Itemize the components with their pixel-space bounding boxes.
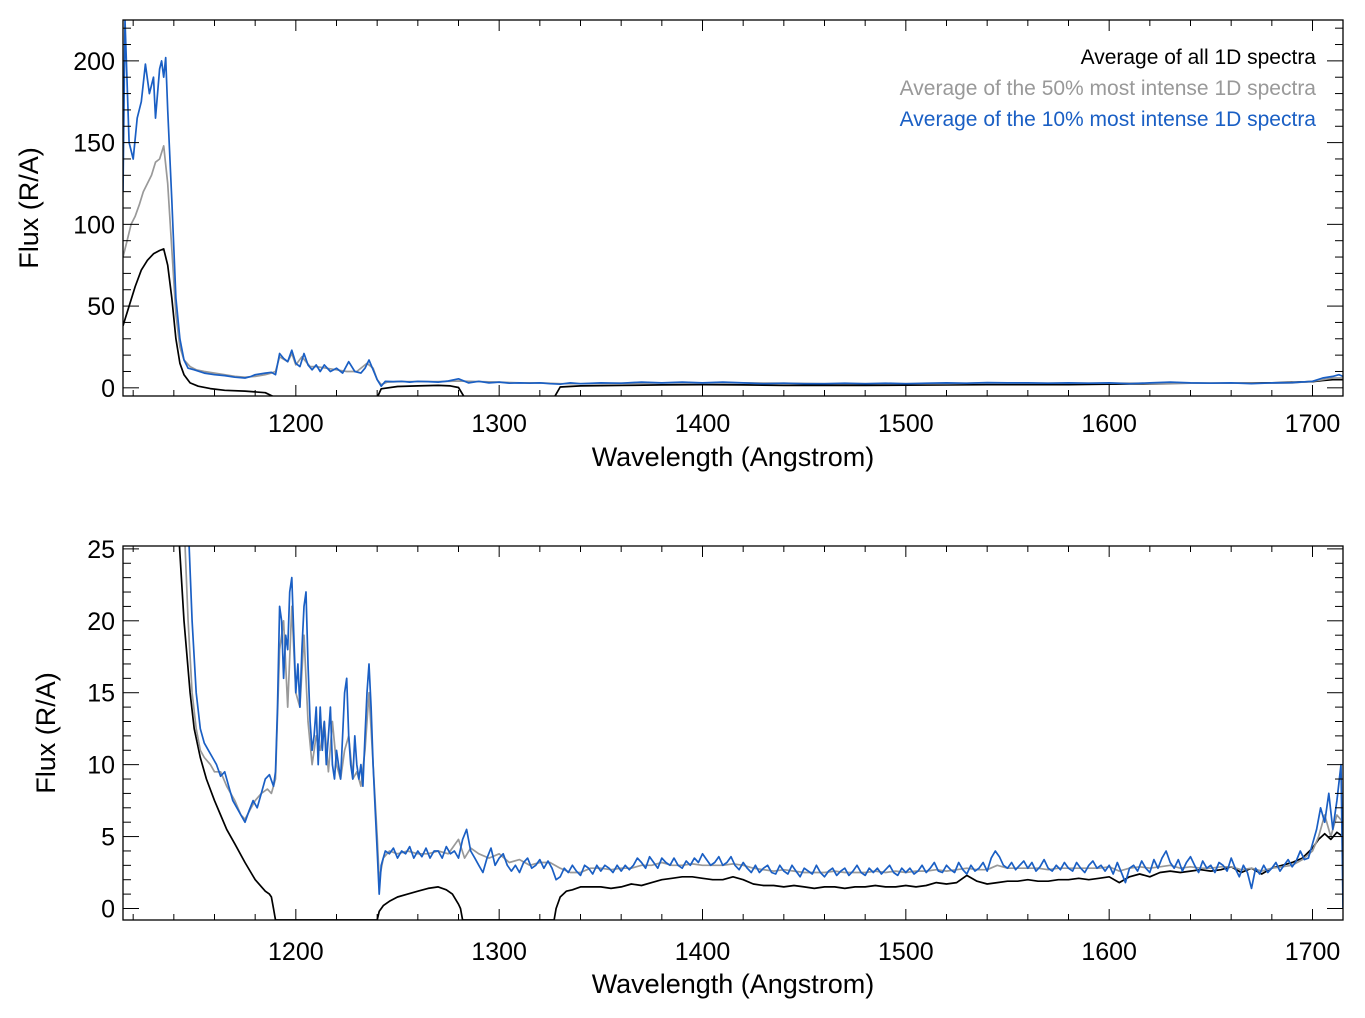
x-tick-label: 1400 (675, 938, 731, 966)
top-plot-frame (122, 19, 1344, 397)
bottom-x-axis-title: Wavelength (Angstrom) (592, 969, 875, 999)
top-x-axis-ticks: 1200 1300 1400 1500 1600 1700 (132, 20, 1341, 438)
series-line-all (123, 248, 1343, 396)
x-tick-label: 1600 (1081, 410, 1137, 438)
bottom-series-layer (178, 546, 1343, 920)
x-tick-label: 1400 (675, 410, 731, 438)
x-tick-label: 1300 (471, 938, 527, 966)
legend-entry-10pct: Average of the 10% most intense 1D spect… (900, 108, 1317, 131)
bottom-y-axis-title: Flux (R/A) (31, 672, 61, 794)
series-line-p10 (188, 546, 1343, 909)
y-tick-label: 0 (101, 375, 115, 403)
y-tick-label: 100 (73, 211, 115, 239)
x-tick-label: 1200 (268, 410, 324, 438)
x-tick-label: 1200 (268, 938, 324, 966)
legend-entry-all: Average of all 1D spectra (1081, 46, 1317, 69)
bottom-panel: 1200 1300 1400 1500 1600 1700 0 5 10 15 20 25 Wave… (31, 536, 1344, 999)
x-tick-label: 1600 (1081, 938, 1137, 966)
top-y-axis-ticks: 0 50 100 150 200 (73, 27, 1343, 403)
legend: Average of all 1D spectra Average of the… (900, 46, 1317, 131)
x-tick-label: 1500 (878, 410, 934, 438)
legend-entry-50pct: Average of the 50% most intense 1D spect… (900, 77, 1317, 100)
y-tick-label: 25 (87, 536, 115, 564)
series-line-p50 (123, 145, 1343, 386)
top-panel: 1200 1300 1400 1500 1600 1700 0 50 100 150 200 Wa… (14, 19, 1344, 472)
series-line-p50 (184, 546, 1343, 881)
x-tick-label: 1700 (1285, 410, 1341, 438)
x-tick-label: 1700 (1285, 938, 1341, 966)
series-line-p10 (123, 20, 1343, 388)
bottom-x-axis-ticks: 1200 1300 1400 1500 1600 1700 (132, 546, 1341, 966)
y-tick-label: 10 (87, 752, 115, 780)
series-line-all (178, 546, 1343, 920)
y-tick-label: 50 (87, 293, 115, 321)
top-series-layer (123, 20, 1343, 396)
x-tick-label: 1500 (878, 938, 934, 966)
y-tick-label: 20 (87, 608, 115, 636)
y-tick-label: 15 (87, 680, 115, 708)
y-tick-label: 5 (101, 824, 115, 852)
top-y-axis-title: Flux (R/A) (14, 147, 44, 269)
bottom-plot-frame (122, 545, 1344, 921)
top-x-axis-title: Wavelength (Angstrom) (592, 442, 875, 472)
bottom-y-axis-ticks: 0 5 10 15 20 25 (87, 536, 1343, 923)
y-tick-label: 150 (73, 130, 115, 158)
y-tick-label: 200 (73, 48, 115, 76)
y-tick-label: 0 (101, 895, 115, 923)
x-tick-label: 1300 (471, 410, 527, 438)
